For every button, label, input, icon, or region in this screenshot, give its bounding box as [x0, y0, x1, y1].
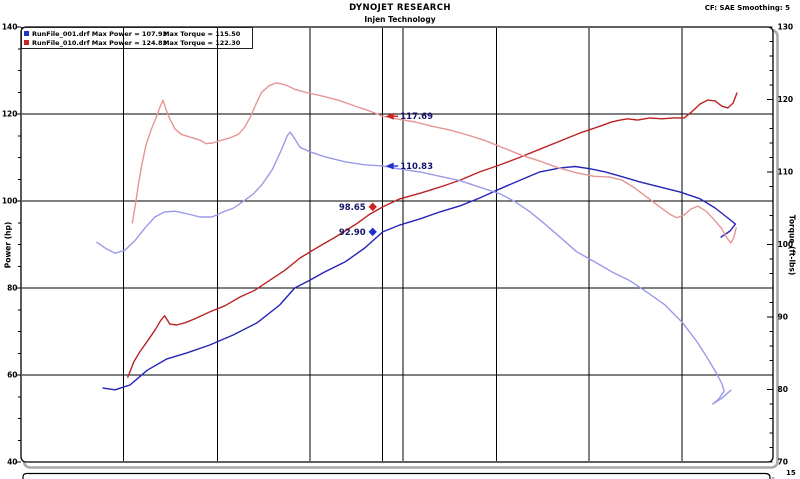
- torque-tick-label: 120: [778, 95, 794, 104]
- legend-run-marker-icon: [24, 40, 29, 45]
- power-tick-label: 120: [2, 110, 18, 119]
- legend-run-marker-icon: [24, 31, 29, 36]
- cursor-value-label: 117.69: [400, 112, 433, 122]
- curve-runfile_001-torque: [96, 131, 732, 405]
- legend-run-power-text: RunFile_001.drf Max Power = 107.93: [32, 29, 168, 38]
- legend-run-power-text: RunFile_010.drf Max Power = 124.83: [32, 38, 168, 47]
- power-tick-label: 140: [2, 23, 18, 32]
- curve-runfile_010-torque: [131, 82, 737, 244]
- cursor-diamond-marker-icon: [368, 227, 377, 237]
- cursor-value-label: 92.90: [339, 228, 366, 238]
- plot-area[interactable]: [20, 26, 774, 463]
- legend: RunFile_001.drf Max Power = 107.93 Max To…: [21, 27, 253, 49]
- page-subtitle: Injen Technology: [364, 15, 436, 24]
- next-plot-corner-left: [22, 472, 28, 479]
- correction-smoothing-label: CF: SAE Smoothing: 5: [704, 4, 790, 12]
- legend-row: RunFile_010.drf Max Power = 124.83 Max To…: [22, 38, 252, 47]
- power-tick-label: 100: [2, 197, 18, 206]
- cursor-value-label: 98.65: [339, 203, 366, 213]
- cursor-diamond-marker-icon: [368, 202, 377, 212]
- cursor-arrow-marker-icon: [385, 162, 394, 170]
- legend-run-torque-text: Max Torque = 115.50: [163, 29, 241, 38]
- cursor-arrow-marker-icon: [385, 112, 394, 120]
- torque-tick-label: 130: [778, 23, 794, 32]
- legend-row: RunFile_001.drf Max Power = 107.93 Max To…: [22, 29, 252, 38]
- cursor-value-label: 110.83: [400, 162, 433, 172]
- torque-tick-label: 80: [778, 385, 788, 394]
- legend-run-torque-text: Max Torque = 122.30: [163, 38, 241, 47]
- torque-tick-label: 90: [778, 313, 788, 322]
- curve-runfile_010-power: [127, 92, 738, 378]
- torque-axis-title: Torque (ft-lbs): [787, 214, 797, 276]
- power-tick-label: 60: [7, 371, 17, 380]
- next-plot-corner-right: [764, 472, 771, 479]
- torque-tick-label: 70: [778, 458, 788, 467]
- power-tick-label: 40: [7, 458, 17, 467]
- power-tick-label: 80: [7, 284, 17, 293]
- torque-tick-label: 110: [778, 168, 794, 177]
- next-plot-tick-label: 15: [786, 469, 796, 477]
- page-title: DYNOJET RESEARCH: [349, 3, 451, 13]
- torque-tick-label: 100: [778, 240, 794, 249]
- curve-runfile_001-power: [102, 165, 737, 391]
- power-axis-title: Power (hp): [3, 221, 13, 269]
